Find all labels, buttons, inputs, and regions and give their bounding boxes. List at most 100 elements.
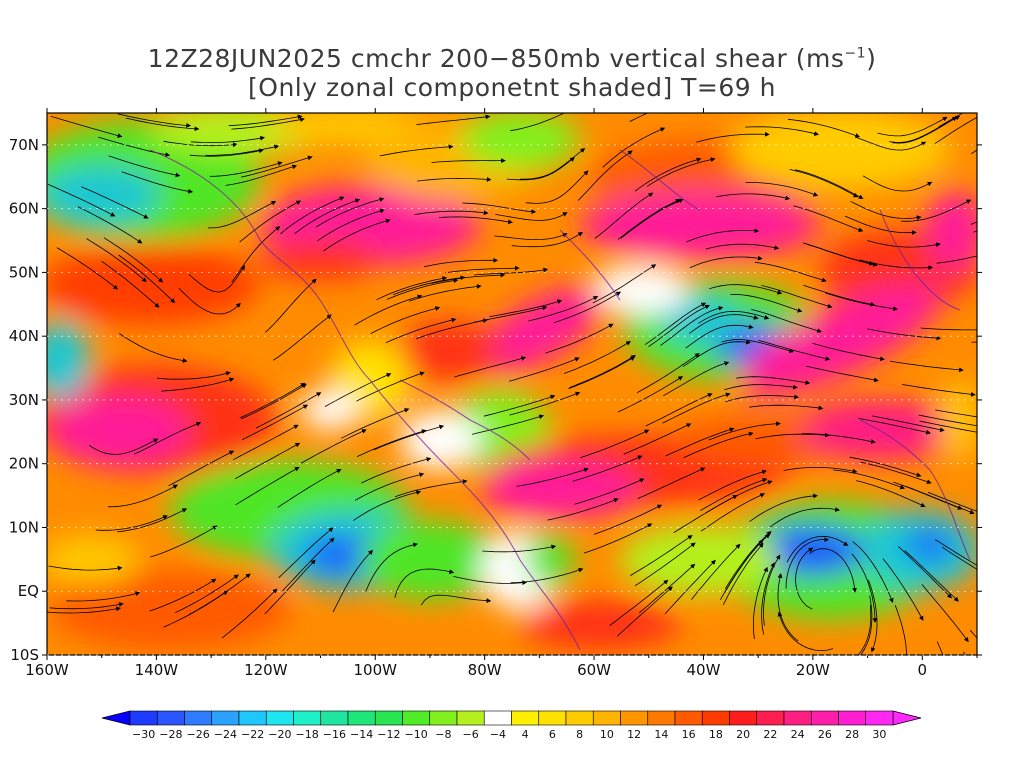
streamline bbox=[482, 544, 557, 553]
colorbar-label: 10 bbox=[600, 728, 614, 741]
streamline bbox=[935, 539, 977, 566]
streamline bbox=[48, 565, 123, 571]
streamline bbox=[103, 237, 164, 283]
streamline bbox=[353, 490, 422, 521]
colorbar-label: 26 bbox=[818, 728, 832, 741]
lon-tick-label: 160W bbox=[25, 661, 69, 679]
streamline bbox=[971, 341, 977, 343]
streamline bbox=[445, 265, 520, 274]
streamline bbox=[474, 305, 548, 323]
streamline bbox=[133, 421, 202, 455]
streamline bbox=[609, 579, 669, 626]
streamline bbox=[970, 221, 977, 225]
streamline bbox=[157, 371, 231, 380]
streamline bbox=[471, 414, 544, 435]
streamline bbox=[749, 493, 818, 522]
streamline bbox=[239, 200, 302, 243]
lat-tick-label: 60N bbox=[9, 200, 39, 218]
streamline bbox=[705, 480, 773, 514]
streamline bbox=[483, 394, 556, 417]
colorbar-swatch bbox=[402, 710, 431, 726]
streamline bbox=[938, 113, 964, 128]
colorbar-swatch bbox=[756, 710, 785, 726]
streamline bbox=[232, 424, 299, 461]
streamline bbox=[683, 431, 754, 459]
streamline bbox=[277, 468, 342, 508]
streamline bbox=[394, 568, 455, 598]
streamline bbox=[921, 584, 969, 643]
streamline bbox=[431, 272, 506, 284]
streamline bbox=[754, 261, 827, 283]
streamline bbox=[370, 306, 441, 334]
streamline bbox=[50, 115, 123, 138]
streamline bbox=[178, 287, 241, 315]
colorbar-label: 28 bbox=[845, 728, 859, 741]
streamline bbox=[580, 429, 650, 458]
streamline bbox=[417, 177, 492, 182]
streamline bbox=[745, 126, 820, 136]
streamline bbox=[736, 376, 811, 385]
lat-tick-label: 50N bbox=[9, 263, 39, 281]
streamline bbox=[593, 504, 663, 535]
streamline bbox=[209, 161, 283, 177]
streamline bbox=[809, 548, 857, 593]
streamline bbox=[47, 606, 122, 614]
lat-tick-label: 70N bbox=[9, 136, 39, 154]
colorbar-label: −22 bbox=[241, 728, 264, 741]
streamline bbox=[639, 563, 696, 614]
streamline bbox=[783, 467, 858, 474]
streamline bbox=[385, 317, 457, 344]
colorbar-swatch bbox=[238, 710, 267, 726]
colorbar-label: −16 bbox=[323, 728, 346, 741]
streamline bbox=[857, 604, 872, 655]
streamline bbox=[592, 264, 657, 304]
streamline bbox=[617, 199, 681, 240]
streamline bbox=[108, 155, 181, 178]
coastline-layer bbox=[149, 149, 971, 651]
streamline bbox=[365, 542, 419, 592]
streamline bbox=[662, 392, 731, 424]
streamline bbox=[511, 232, 584, 248]
streamline bbox=[420, 594, 492, 606]
streamline bbox=[859, 595, 873, 655]
streamline bbox=[787, 118, 861, 138]
streamline bbox=[786, 535, 849, 563]
field-blobs bbox=[47, 113, 977, 650]
streamline bbox=[294, 198, 361, 235]
streamline bbox=[902, 384, 976, 397]
streamline bbox=[698, 469, 767, 501]
colorbar-label: −6 bbox=[463, 728, 479, 741]
streamline bbox=[769, 507, 840, 528]
streamline bbox=[394, 479, 468, 498]
coastline bbox=[399, 379, 531, 461]
streamline bbox=[851, 553, 878, 623]
streamline bbox=[408, 284, 482, 302]
streamline bbox=[705, 243, 780, 251]
streamline bbox=[920, 327, 977, 331]
streamline bbox=[698, 310, 770, 324]
streamline bbox=[730, 294, 803, 313]
streamline bbox=[354, 472, 425, 501]
streamline bbox=[941, 546, 977, 570]
streamline bbox=[660, 306, 724, 346]
coastline bbox=[559, 229, 621, 301]
streamline bbox=[509, 357, 580, 382]
streamline bbox=[101, 260, 160, 308]
streamline bbox=[189, 148, 264, 157]
colorbar-swatch bbox=[293, 710, 322, 726]
streamline bbox=[356, 371, 425, 402]
colorbar-label: −28 bbox=[159, 728, 182, 741]
lat-tick-label: 10S bbox=[10, 646, 39, 664]
streamline bbox=[749, 404, 824, 411]
streamline bbox=[634, 157, 702, 192]
lon-tick-label: 140W bbox=[135, 661, 179, 679]
streamline bbox=[934, 116, 977, 144]
colorbar-swatch bbox=[647, 710, 676, 726]
colorbar-label: 22 bbox=[763, 728, 777, 741]
streamline bbox=[119, 333, 188, 363]
streamline bbox=[973, 230, 977, 233]
colorbar-label: 6 bbox=[549, 728, 556, 741]
streamline bbox=[645, 393, 713, 427]
streamline bbox=[789, 169, 859, 198]
